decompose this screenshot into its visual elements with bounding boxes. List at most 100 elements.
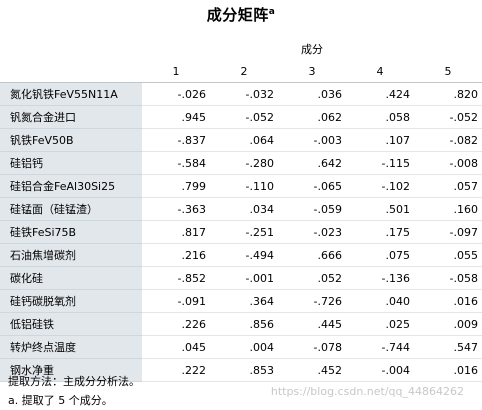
table-cell: .226 (142, 312, 210, 336)
table-cell: -.097 (414, 220, 482, 244)
table-cell: .040 (346, 289, 414, 313)
table-cell: -.251 (210, 220, 278, 244)
table-cell: .424 (346, 82, 414, 106)
table-cell: .452 (278, 358, 346, 382)
table-cell: .817 (142, 220, 210, 244)
table-row: 钒氮合金进口 .945 -.052.062.058 -.052 (0, 105, 482, 129)
table-cell: .666 (278, 243, 346, 267)
table-cell: -.065 (278, 174, 346, 198)
table-notes: 提取方法：主成分分析法。 a. 提取了 5 个成分。 (8, 372, 140, 410)
table-row: 硅铝钙 -.584 -.280.642 -.115 -.008 (0, 151, 482, 175)
table-cell: .945 (142, 105, 210, 129)
table-cell: -.280 (210, 151, 278, 175)
table-cell: .222 (142, 358, 210, 382)
table-cell: .216 (142, 243, 210, 267)
table-row: 低铝硅铁 .226.856.445.025.009 (0, 312, 482, 336)
table-row: 钒铁FeV50B -.837.064 -.003.107 -.082 (0, 128, 482, 152)
row-label: 硅铝合金FeAl30Si25 (0, 174, 142, 198)
row-label: 硅钙碳脱氧剂 (0, 289, 142, 313)
table-cell: -.115 (346, 151, 414, 175)
table-cell: -.003 (278, 128, 346, 152)
table-row: 碳化硅 -.852 -.001.052 -.136 -.058 (0, 266, 482, 290)
table-cell: .016 (414, 358, 482, 382)
table-cell: .856 (210, 312, 278, 336)
row-label: 硅铁FeSi75B (0, 220, 142, 244)
table-cell: .799 (142, 174, 210, 198)
table-cell: -.078 (278, 335, 346, 359)
table-cell: -.052 (210, 105, 278, 129)
column-header: 5 (414, 60, 482, 83)
table-cell: .016 (414, 289, 482, 313)
table-cell: .025 (346, 312, 414, 336)
table-cell: .058 (346, 105, 414, 129)
extraction-method-note: 提取方法：主成分分析法。 (8, 375, 140, 388)
row-label: 钒铁FeV50B (0, 128, 142, 152)
table-cell: .052 (278, 266, 346, 290)
table-cell: .045 (142, 335, 210, 359)
table-title: 成分矩阵a (206, 6, 276, 24)
table-row: 硅钙碳脱氧剂 -.091.364 -.726.040.016 (0, 289, 482, 313)
column-header: 4 (346, 60, 414, 83)
row-label: 石油焦增碳剂 (0, 243, 142, 267)
table-cell: .009 (414, 312, 482, 336)
table-cell: .062 (278, 105, 346, 129)
table-cell: -.726 (278, 289, 346, 313)
row-label: 钢水净重 (0, 358, 142, 382)
table-cell: -.837 (142, 128, 210, 152)
table-cell: .501 (346, 197, 414, 221)
table-cell: .853 (210, 358, 278, 382)
table-cell: .364 (210, 289, 278, 313)
table-cell: .034 (210, 197, 278, 221)
table-row: 钢水净重 .222.853.452 -.004.016 (0, 358, 482, 382)
table-cell: .642 (278, 151, 346, 175)
table-row: 硅铁FeSi75B .817 -.251 -.023.175 -.097 (0, 220, 482, 244)
table-cell: .036 (278, 82, 346, 106)
table-cell: -.032 (210, 82, 278, 106)
table-cell: .160 (414, 197, 482, 221)
table-cell: .445 (278, 312, 346, 336)
row-label: 硅铝钙 (0, 151, 142, 175)
table-row: 硅锰面（硅锰渣） -.363.034 -.059.501.160 (0, 197, 482, 221)
table-cell: -.023 (278, 220, 346, 244)
table-cell: -.001 (210, 266, 278, 290)
table-cell: -.110 (210, 174, 278, 198)
table-cell: .064 (210, 128, 278, 152)
row-label: 氮化钒铁FeV55N11A (0, 82, 142, 106)
row-label: 硅锰面（硅锰渣） (0, 197, 142, 221)
table-cell: .107 (346, 128, 414, 152)
table-cell: .057 (414, 174, 482, 198)
table-cell: -.852 (142, 266, 210, 290)
table-row: 石油焦增碳剂 .216 -.494.666.075.055 (0, 243, 482, 267)
table-cell: .820 (414, 82, 482, 106)
table-cell: .075 (346, 243, 414, 267)
column-header: 2 (210, 60, 278, 83)
table-cell: -.136 (346, 266, 414, 290)
row-label: 钒氮合金进口 (0, 105, 142, 129)
table-cell: .547 (414, 335, 482, 359)
watermark: https://blog.csdn.net/qq_44864262 (270, 385, 464, 398)
table-row: 硅铝合金FeAl30Si25.799 -.110 -.065 -.102.057 (0, 174, 482, 198)
table-cell: -.058 (414, 266, 482, 290)
table-cell: .004 (210, 335, 278, 359)
table-cell: -.026 (142, 82, 210, 106)
table-cell: -.744 (346, 335, 414, 359)
table-cell: -.102 (346, 174, 414, 198)
table-cell: .055 (414, 243, 482, 267)
footnote-a: a. 提取了 5 个成分。 (8, 394, 113, 407)
table-cell: -.052 (414, 105, 482, 129)
table-cell: -.008 (414, 151, 482, 175)
table-cell: -.004 (346, 358, 414, 382)
row-label: 转炉终点温度 (0, 335, 142, 359)
column-header: 3 (278, 60, 346, 83)
table-cell: -.584 (142, 151, 210, 175)
table-cell: -.059 (278, 197, 346, 221)
row-label: 碳化硅 (0, 266, 142, 290)
table-cell: -.091 (142, 289, 210, 313)
table-cell: -.363 (142, 197, 210, 221)
table-cell: -.494 (210, 243, 278, 267)
table-row: 转炉终点温度 .045.004 -.078 -.744.547 (0, 335, 482, 359)
group-header: 成分 (301, 43, 323, 56)
table-row: 氮化钒铁FeV55N11A -.026 -.032.036.424.820 (0, 82, 482, 106)
table-cell: -.082 (414, 128, 482, 152)
